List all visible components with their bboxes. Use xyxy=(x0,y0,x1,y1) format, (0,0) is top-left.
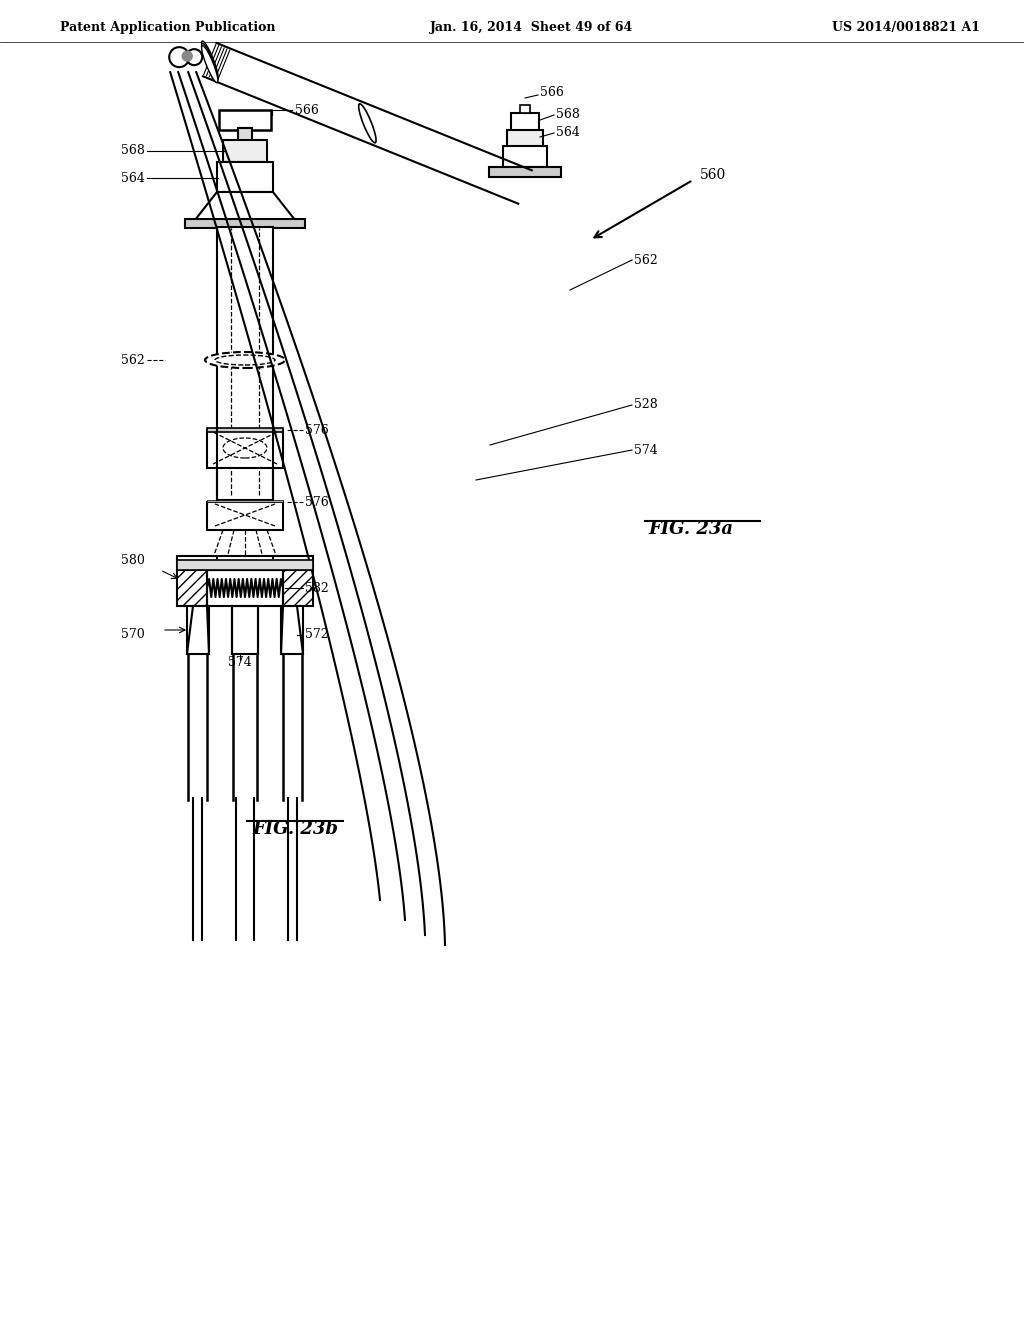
Text: 562: 562 xyxy=(634,253,657,267)
Ellipse shape xyxy=(358,104,376,143)
Text: 582: 582 xyxy=(305,582,329,594)
Text: FIG. 23a: FIG. 23a xyxy=(648,520,733,539)
Bar xyxy=(207,500,283,502)
Text: 560: 560 xyxy=(700,168,726,182)
Bar xyxy=(223,140,267,162)
Bar xyxy=(520,106,530,114)
Ellipse shape xyxy=(202,45,218,83)
Bar xyxy=(281,606,303,653)
Circle shape xyxy=(182,51,193,61)
Bar xyxy=(232,606,258,653)
Bar xyxy=(177,560,313,570)
Polygon shape xyxy=(195,191,295,220)
Bar xyxy=(177,556,313,570)
Text: FIG. 23b: FIG. 23b xyxy=(252,820,338,838)
Bar xyxy=(489,168,561,177)
Text: 562: 562 xyxy=(121,354,145,367)
Ellipse shape xyxy=(205,352,285,368)
Text: US 2014/0018821 A1: US 2014/0018821 A1 xyxy=(831,21,980,33)
Text: 564: 564 xyxy=(556,127,580,140)
Text: 580: 580 xyxy=(121,553,145,566)
Text: 566: 566 xyxy=(295,103,318,116)
Bar xyxy=(507,129,543,147)
Bar xyxy=(185,219,305,228)
Text: 574: 574 xyxy=(634,444,657,457)
Text: 576: 576 xyxy=(305,424,329,437)
Text: 568: 568 xyxy=(556,108,580,121)
Text: 528: 528 xyxy=(634,399,657,412)
Text: 568: 568 xyxy=(121,144,145,157)
Text: 566: 566 xyxy=(540,86,564,99)
Bar xyxy=(219,110,271,129)
Bar xyxy=(207,428,283,432)
Bar xyxy=(187,606,209,653)
Bar xyxy=(283,570,313,606)
Text: Jan. 16, 2014  Sheet 49 of 64: Jan. 16, 2014 Sheet 49 of 64 xyxy=(430,21,633,33)
Text: 572: 572 xyxy=(305,628,329,642)
Text: 574: 574 xyxy=(228,656,252,669)
Text: Patent Application Publication: Patent Application Publication xyxy=(60,21,275,33)
Bar xyxy=(207,430,283,469)
Bar xyxy=(207,570,283,606)
Text: 570: 570 xyxy=(121,628,145,642)
Ellipse shape xyxy=(202,44,218,81)
Bar xyxy=(217,227,273,500)
Bar xyxy=(503,147,547,168)
Bar xyxy=(177,570,207,606)
Bar xyxy=(511,114,539,131)
Bar xyxy=(217,162,273,191)
Text: 564: 564 xyxy=(121,172,145,185)
Text: 576: 576 xyxy=(305,495,329,508)
Ellipse shape xyxy=(202,41,218,78)
Bar xyxy=(207,502,283,531)
Bar xyxy=(238,128,252,143)
